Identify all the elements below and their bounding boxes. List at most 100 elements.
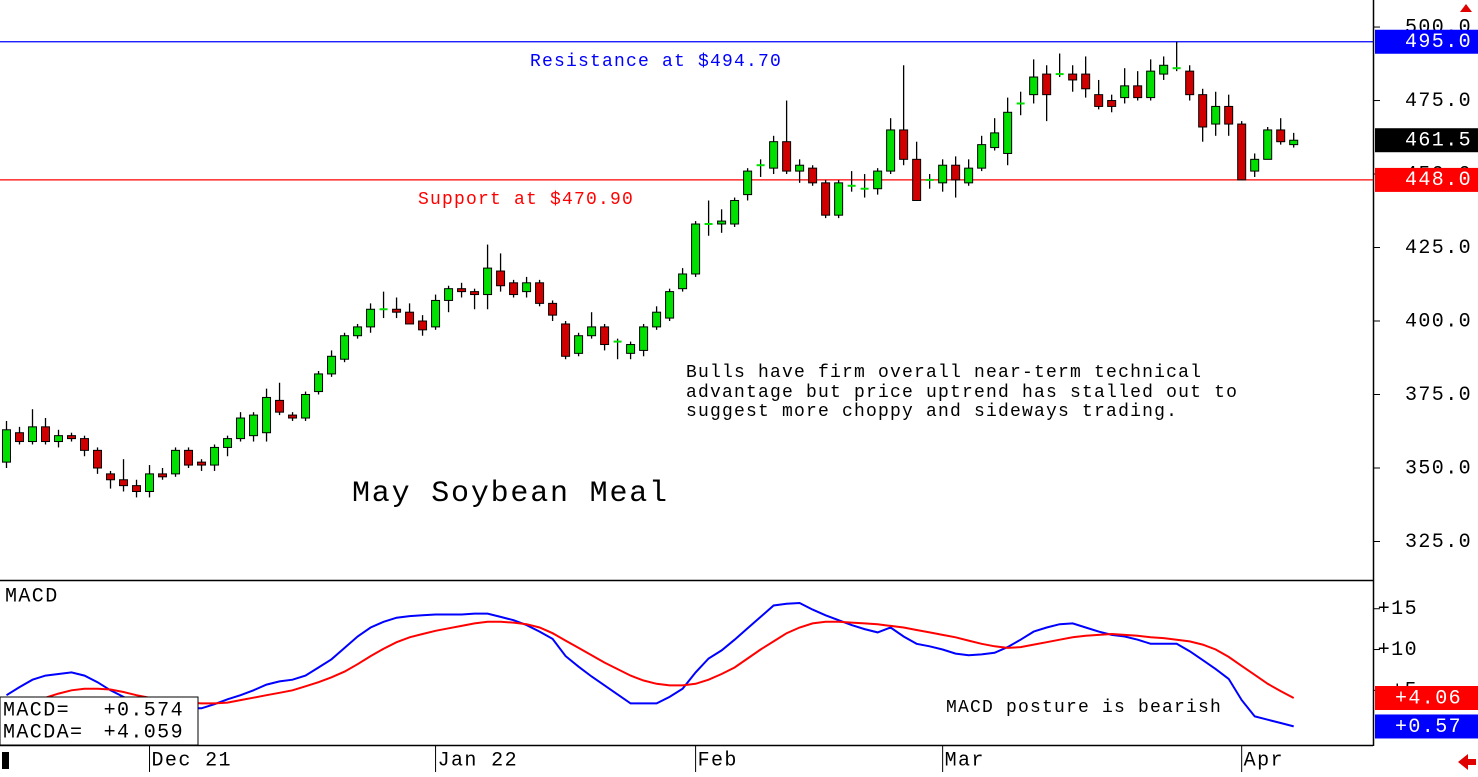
y-tick-label: 425.0 xyxy=(1405,237,1472,260)
candle-body xyxy=(795,164,805,172)
candle-body xyxy=(821,182,831,216)
candle-body xyxy=(886,129,896,172)
candle-body xyxy=(1146,70,1156,99)
candle-body xyxy=(548,302,558,316)
candle-body xyxy=(691,223,701,275)
annotation: Resistance at $494.70 xyxy=(530,52,782,72)
x-tick-label: Dec 21 xyxy=(152,749,232,772)
candle-body xyxy=(340,335,350,360)
candle-body xyxy=(1237,123,1247,181)
value-badge xyxy=(1375,714,1478,739)
annotation: suggest more choppy and sideways trading… xyxy=(686,402,1178,422)
scroll-arrow[interactable] xyxy=(1458,754,1476,770)
candle-body xyxy=(522,282,532,293)
candle-body xyxy=(665,291,675,319)
y-tick-label: 350.0 xyxy=(1405,457,1472,480)
candle-body xyxy=(808,167,818,184)
candle-body xyxy=(600,326,610,346)
readout-name: MACDA= xyxy=(3,721,83,744)
candle-body xyxy=(54,435,64,443)
value-badge-label: +0.57 xyxy=(1395,716,1462,739)
candle-body xyxy=(678,273,688,290)
candle-body xyxy=(93,449,103,469)
candle-body xyxy=(327,355,337,375)
readout-name: MACD= xyxy=(3,699,70,722)
candle-body xyxy=(951,164,961,181)
candle-body xyxy=(67,435,77,440)
level-badge-label: 448.0 xyxy=(1405,169,1472,192)
y-tick-label: 325.0 xyxy=(1405,531,1472,554)
candle-body xyxy=(301,394,311,419)
level-badge xyxy=(1375,167,1478,192)
candle-body xyxy=(132,485,142,493)
candle-body xyxy=(15,432,25,443)
candle-body xyxy=(41,426,51,443)
candle-body xyxy=(1068,73,1078,81)
candle-body xyxy=(509,282,519,296)
candle-body xyxy=(1159,64,1169,75)
level-badge-label: 495.0 xyxy=(1405,31,1472,54)
candle-body xyxy=(457,288,467,293)
candle-body xyxy=(717,220,727,225)
y-tick-label: +10 xyxy=(1378,639,1418,662)
candle-body xyxy=(223,438,233,448)
candle-body xyxy=(80,438,90,451)
candle-body xyxy=(1198,94,1208,128)
annotation: MACD posture is bearish xyxy=(946,698,1222,718)
candle-body xyxy=(1042,73,1052,96)
annotation: Bulls have firm overall near-term techni… xyxy=(686,363,1202,383)
candle-body xyxy=(561,323,571,357)
candle-body xyxy=(353,326,363,337)
candle-body xyxy=(1133,85,1143,99)
candle-body xyxy=(483,267,493,296)
candle-body xyxy=(158,473,168,478)
readout-box xyxy=(0,696,199,746)
candle-body xyxy=(28,426,38,443)
x-tick-label: Jan 22 xyxy=(438,749,518,772)
annotation: Support at $470.90 xyxy=(418,190,634,210)
chart-title: May Soybean Meal xyxy=(352,477,669,511)
candle-body xyxy=(236,417,246,440)
candle-body xyxy=(119,479,129,487)
last-price-badge xyxy=(1375,128,1478,153)
candle-body xyxy=(106,473,116,481)
readout-value: +4.059 xyxy=(104,721,184,744)
x-tick-label: Mar xyxy=(945,749,985,772)
candle-body xyxy=(249,414,259,437)
last-price-label: 461.5 xyxy=(1405,130,1472,153)
candle-body xyxy=(587,326,597,337)
candle-body xyxy=(1120,85,1130,99)
candle-body xyxy=(743,170,753,196)
macd-line xyxy=(6,620,1295,706)
candle-body xyxy=(1185,70,1195,96)
candle-body xyxy=(834,182,844,216)
candle-body xyxy=(171,449,181,475)
candle-body xyxy=(288,414,298,419)
scroll-up[interactable] xyxy=(1460,4,1472,12)
candle-body xyxy=(730,199,740,225)
y-tick-label: 400.0 xyxy=(1405,310,1472,333)
candle-body xyxy=(184,449,194,466)
candle-body xyxy=(418,320,428,331)
candle-body xyxy=(938,164,948,184)
candle-body xyxy=(314,373,324,393)
candle-body xyxy=(392,308,402,313)
candle-body xyxy=(899,129,909,160)
candle-body xyxy=(262,396,272,434)
candle-body xyxy=(366,308,376,328)
x-tick-label: Apr xyxy=(1244,749,1284,772)
candle-body xyxy=(652,311,662,328)
annotation: advantage but price uptrend has stalled … xyxy=(686,383,1238,403)
y-tick-label: 475.0 xyxy=(1405,90,1472,113)
level-badge xyxy=(1375,29,1478,54)
candle-body xyxy=(2,429,12,463)
value-badge-label: +4.06 xyxy=(1395,687,1462,710)
candle-body xyxy=(1224,105,1234,125)
candle-body xyxy=(964,167,974,184)
readout-value: +0.574 xyxy=(104,699,184,722)
candle-body xyxy=(1003,111,1013,154)
candle-body xyxy=(626,344,636,354)
candle-body xyxy=(912,158,922,201)
